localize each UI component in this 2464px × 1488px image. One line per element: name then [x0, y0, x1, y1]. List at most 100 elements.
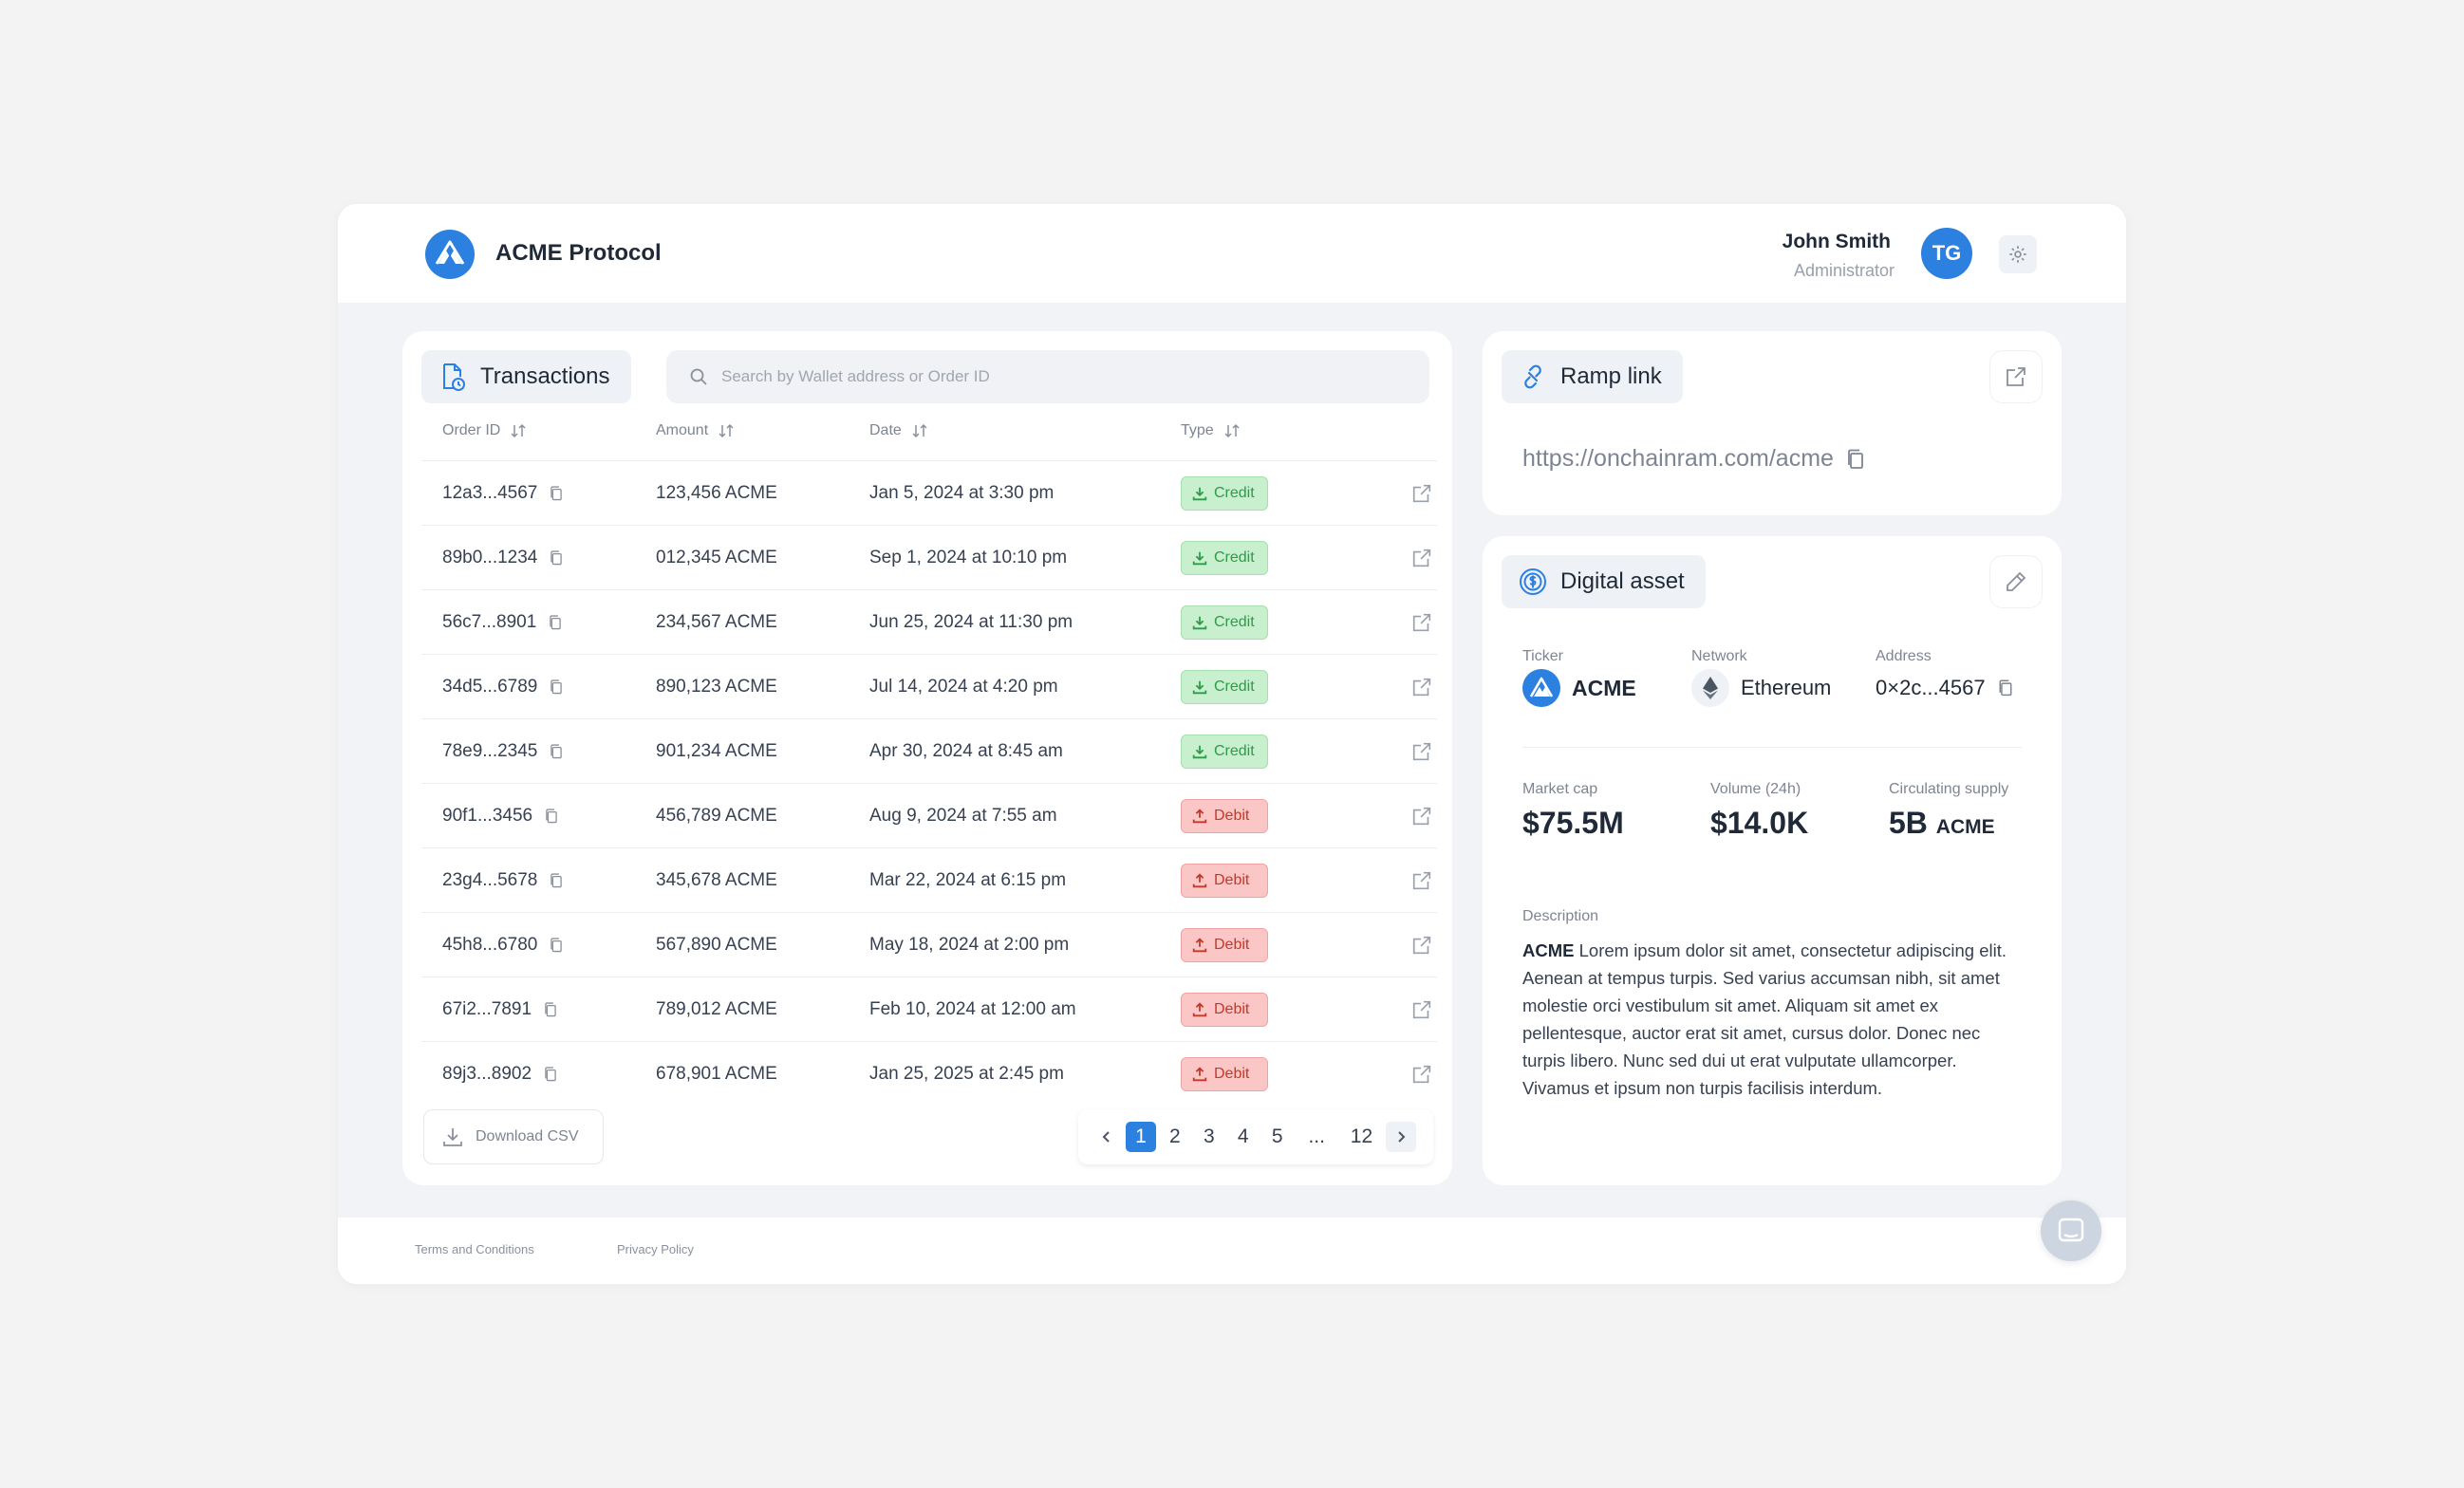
order-id-cell: 12a3...4567: [442, 461, 564, 526]
type-label: Debit: [1214, 1001, 1250, 1017]
type-cell: Credit: [1181, 590, 1268, 655]
date-cell: Feb 10, 2024 at 12:00 am: [869, 999, 1076, 1019]
column-order-id[interactable]: Order ID: [442, 422, 527, 439]
table-row: 34d5...6789 890,123 ACME Jul 14, 2024 at 4…: [421, 654, 1437, 718]
open-transaction-cell: [1410, 1042, 1433, 1107]
external-link-icon[interactable]: [1410, 740, 1433, 763]
page-1-button[interactable]: 1: [1125, 1122, 1156, 1152]
chat-button[interactable]: [2041, 1200, 2101, 1261]
open-transaction-cell: [1410, 977, 1433, 1042]
external-link-icon[interactable]: [1410, 934, 1433, 957]
open-transaction-cell: [1410, 848, 1433, 913]
main-content: Transactions Order ID Amount: [338, 303, 2126, 1218]
order-id: 34d5...6789: [442, 677, 538, 697]
page-2-button[interactable]: 2: [1169, 1125, 1181, 1147]
table-row: 12a3...4567 123,456 ACME Jan 5, 2024 at 3:…: [421, 460, 1437, 525]
date-cell: Mar 22, 2024 at 6:15 pm: [869, 870, 1067, 890]
page-12-button[interactable]: 12: [1350, 1125, 1373, 1147]
next-page-button[interactable]: [1386, 1122, 1416, 1152]
date-cell: Sep 1, 2024 at 10:10 pm: [869, 548, 1068, 567]
transactions-table: 12a3...4567 123,456 ACME Jan 5, 2024 at 3:…: [421, 460, 1437, 1106]
type-label: Credit: [1214, 485, 1255, 501]
debit-badge: Debit: [1181, 928, 1268, 962]
page-5-button[interactable]: 5: [1271, 1125, 1283, 1147]
acme-token-icon: [1522, 669, 1560, 707]
copy-icon[interactable]: [549, 678, 564, 697]
external-link-icon[interactable]: [1410, 869, 1433, 892]
external-link-icon[interactable]: [1410, 676, 1433, 698]
open-ramp-link-button[interactable]: [1989, 350, 2043, 403]
column-date-label: Date: [869, 422, 902, 438]
external-link-icon[interactable]: [1410, 547, 1433, 569]
date-cell: Apr 30, 2024 at 8:45 am: [869, 741, 1063, 761]
page-4-button[interactable]: 4: [1237, 1125, 1249, 1147]
order-id-cell: 90f1...3456: [442, 784, 559, 848]
prev-page-button[interactable]: [1092, 1122, 1122, 1152]
terms-link[interactable]: Terms and Conditions: [415, 1242, 534, 1256]
column-date[interactable]: Date: [869, 422, 928, 439]
edit-asset-button[interactable]: [1989, 555, 2043, 608]
page-ellipsis: ...: [1308, 1125, 1325, 1147]
credit-badge: Credit: [1181, 735, 1268, 769]
copy-icon[interactable]: [548, 613, 563, 632]
sort-icon: [912, 423, 927, 438]
external-link-icon[interactable]: [1410, 482, 1433, 505]
type-label: Credit: [1214, 614, 1255, 630]
copy-icon[interactable]: [549, 936, 564, 955]
external-link-icon[interactable]: [1410, 1063, 1433, 1086]
copy-icon[interactable]: [1845, 448, 1866, 471]
table-row: 23g4...5678 345,678 ACME Mar 22, 2024 at 6…: [421, 847, 1437, 912]
copy-icon[interactable]: [549, 549, 564, 567]
pagination: 1 2 3 4 5 ... 12: [1078, 1109, 1433, 1164]
order-id-cell: 78e9...2345: [442, 719, 564, 784]
copy-icon[interactable]: [549, 484, 564, 503]
ticker-label: Ticker: [1522, 648, 1563, 664]
order-id-cell: 56c7...8901: [442, 590, 563, 655]
supply-label: Circulating supply: [1889, 781, 2009, 797]
page-3-button[interactable]: 3: [1203, 1125, 1215, 1147]
download-icon: [443, 1128, 462, 1146]
search-input[interactable]: [721, 367, 1386, 386]
copy-icon[interactable]: [543, 1000, 558, 1019]
column-order-id-label: Order ID: [442, 422, 501, 438]
download-csv-label: Download CSV: [476, 1128, 579, 1144]
digital-asset-card: Digital asset Ticker ACME Network: [1483, 536, 2062, 1185]
order-id: 67i2...7891: [442, 999, 532, 1019]
ramp-url-text[interactable]: https://onchainram.com/acme: [1522, 445, 1834, 472]
table-row: 45h8...6780 567,890 ACME May 18, 2024 at 2…: [421, 912, 1437, 976]
ethereum-icon: [1691, 669, 1729, 707]
copy-icon[interactable]: [543, 1065, 558, 1084]
debit-badge: Debit: [1181, 864, 1268, 898]
search-bar[interactable]: [666, 350, 1429, 403]
user-role: Administrator: [1793, 261, 1895, 280]
address-text: 0×2c...4567: [1876, 676, 1986, 699]
amount-cell: 456,789 ACME: [656, 806, 777, 826]
settings-button[interactable]: [1999, 235, 2037, 273]
amount-cell: 890,123 ACME: [656, 677, 777, 697]
open-transaction-cell: [1410, 590, 1433, 655]
transactions-title-label: Transactions: [480, 363, 610, 389]
type-cell: Debit: [1181, 848, 1268, 913]
column-type[interactable]: Type: [1181, 422, 1241, 439]
copy-icon[interactable]: [1997, 679, 2014, 698]
privacy-link[interactable]: Privacy Policy: [617, 1242, 694, 1256]
avatar[interactable]: TG: [1921, 228, 1972, 279]
open-transaction-cell: [1410, 913, 1433, 977]
description-body: Lorem ipsum dolor sit amet, consectetur …: [1522, 940, 2007, 1098]
column-amount[interactable]: Amount: [656, 422, 735, 439]
download-icon: [1192, 551, 1207, 566]
external-link-icon[interactable]: [1410, 611, 1433, 634]
external-link-icon[interactable]: [1410, 998, 1433, 1021]
pencil-icon: [2007, 571, 2026, 591]
download-csv-button[interactable]: Download CSV: [423, 1109, 604, 1164]
table-row: 90f1...3456 456,789 ACME Aug 9, 2024 at 7:…: [421, 783, 1437, 847]
external-link-icon[interactable]: [1410, 805, 1433, 828]
copy-icon[interactable]: [544, 807, 559, 826]
copy-icon[interactable]: [549, 742, 564, 761]
table-header: Order ID Amount Date Type: [402, 422, 1452, 455]
upload-icon: [1192, 809, 1207, 824]
copy-icon[interactable]: [549, 871, 564, 890]
acme-logo-icon[interactable]: [425, 230, 475, 279]
debit-badge: Debit: [1181, 1057, 1268, 1091]
address-value: 0×2c...4567: [1876, 669, 2014, 707]
